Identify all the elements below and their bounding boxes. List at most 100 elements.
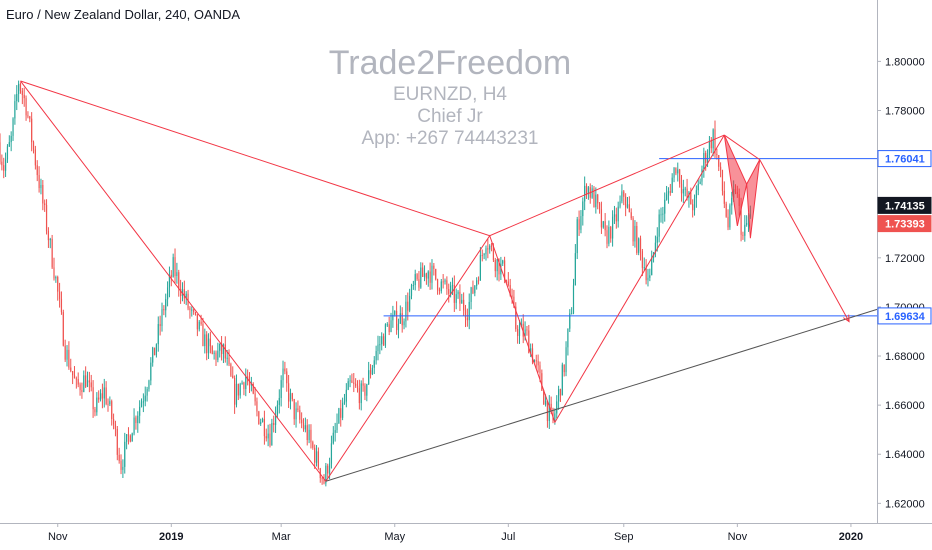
candle-body <box>122 466 124 470</box>
candle-body <box>241 382 243 385</box>
candle-body <box>598 203 601 210</box>
candle-body <box>349 380 351 382</box>
candle-body <box>340 408 342 418</box>
candle-body <box>438 289 441 292</box>
candle-body <box>295 408 297 420</box>
candle-body <box>273 423 275 426</box>
x-tick-label: Mar <box>272 531 291 543</box>
candle-body <box>133 417 135 434</box>
candle-body <box>651 257 653 276</box>
price-tag-last-label: 1.73393 <box>885 219 925 231</box>
candle-body <box>351 380 353 383</box>
candle-body <box>18 83 20 95</box>
candle-body <box>422 267 424 277</box>
candle-body <box>723 190 725 204</box>
candle-body <box>368 370 370 385</box>
candle-body <box>317 451 320 469</box>
candle-body <box>619 201 621 207</box>
candle-body <box>261 418 264 423</box>
candle-body <box>377 344 379 352</box>
y-tick-label: 1.64000 <box>885 449 925 461</box>
candle-body <box>315 451 318 463</box>
candle-body <box>358 388 360 404</box>
candle-body <box>479 255 481 281</box>
price-tag-level-box <box>877 307 932 325</box>
candle-body <box>537 361 539 366</box>
x-tick-label: Sep <box>614 531 634 543</box>
candle-body <box>675 167 677 174</box>
candle-body <box>740 206 742 235</box>
candle-body <box>559 389 562 396</box>
candle-body <box>8 142 10 147</box>
candle-body <box>31 118 33 143</box>
candle-body <box>328 463 331 474</box>
support-trendline <box>325 308 878 482</box>
candle-body <box>481 255 483 257</box>
candle-body <box>321 478 323 480</box>
candle-body <box>278 397 280 405</box>
y-tick-label: 1.66000 <box>885 400 925 412</box>
candle-body <box>386 324 388 326</box>
candle-body <box>617 206 619 222</box>
candle-body <box>587 187 589 195</box>
candle-body <box>669 191 671 193</box>
candle-body <box>288 383 290 402</box>
candle-body <box>695 190 697 199</box>
candle-body <box>310 429 312 443</box>
candle-body <box>569 313 571 329</box>
harmonic-top-line <box>724 134 760 161</box>
candle-body <box>498 259 500 275</box>
candle-body <box>27 115 29 117</box>
candle-body <box>355 383 357 386</box>
candle-body <box>615 214 617 222</box>
candle-body <box>505 279 508 282</box>
candle-body <box>243 382 245 390</box>
candle-body <box>289 393 292 402</box>
candle-body <box>332 432 334 444</box>
candle-body <box>477 280 480 282</box>
candle-body <box>342 403 344 418</box>
candle-body <box>111 401 113 420</box>
candle-body <box>36 165 38 176</box>
candle-body <box>597 194 599 204</box>
candle-body <box>215 352 217 360</box>
candle-body <box>99 393 102 400</box>
candle-body <box>524 329 526 337</box>
price-tag-level-label: 1.76041 <box>885 154 925 166</box>
candle-body <box>47 231 50 241</box>
candle-body <box>291 393 293 400</box>
candle-body <box>202 324 204 347</box>
candle-body <box>418 279 420 288</box>
candle-body <box>60 298 63 313</box>
candle-body <box>75 378 77 380</box>
candle-body <box>267 433 269 439</box>
candle-body <box>258 411 260 425</box>
candle-body <box>237 383 239 396</box>
candle-body <box>528 330 530 354</box>
candle-body <box>682 189 684 194</box>
candle-body <box>10 135 12 143</box>
candle-body <box>530 348 532 354</box>
candle-body <box>152 347 154 363</box>
candle-body <box>513 296 515 307</box>
candle-body <box>137 415 139 424</box>
candle-body <box>0 142 1 162</box>
candle-body <box>51 238 53 268</box>
candle-body <box>526 329 528 331</box>
candle-body <box>375 351 377 361</box>
candle-body <box>16 94 18 102</box>
candle-body <box>468 301 470 321</box>
candle-body <box>710 140 712 149</box>
candle-body <box>507 281 509 286</box>
candle-body <box>86 380 89 387</box>
candle-body <box>435 268 437 280</box>
y-tick-label: 1.80000 <box>885 56 925 68</box>
candle-body <box>155 344 158 356</box>
candle-body <box>440 281 442 292</box>
candle-body <box>621 191 623 202</box>
candle-body <box>228 357 230 365</box>
watermark-main: Trade2Freedom <box>328 44 572 82</box>
candle-body <box>366 384 368 396</box>
